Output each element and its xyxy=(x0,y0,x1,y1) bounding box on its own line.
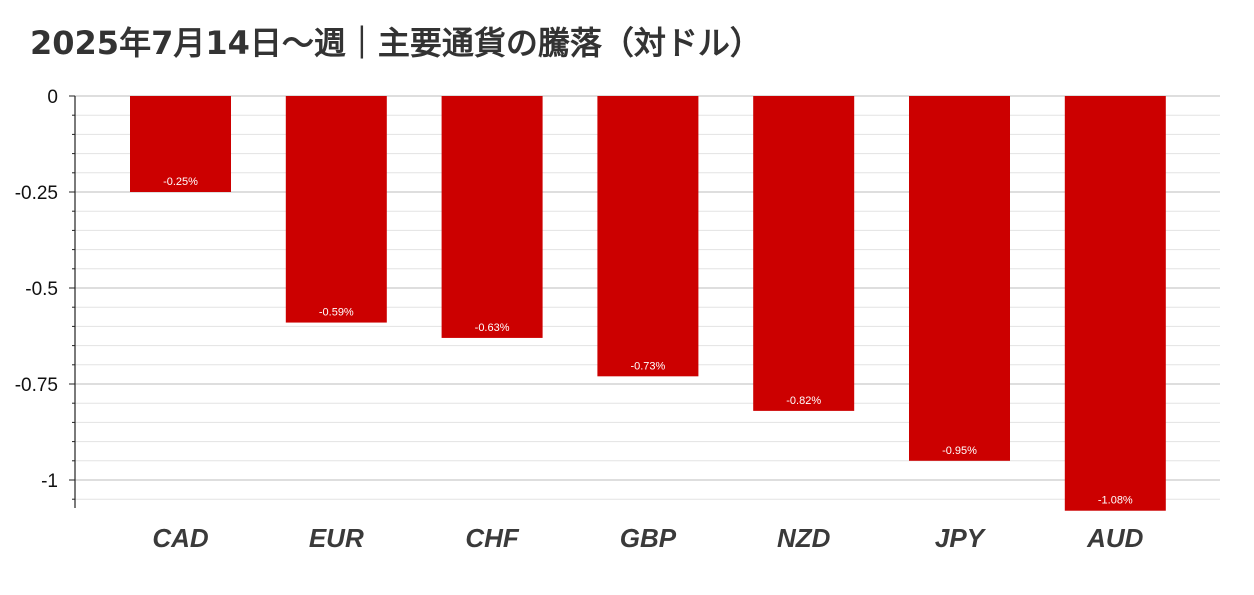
y-tick-label: -0.75 xyxy=(15,375,58,396)
y-tick-label: 0 xyxy=(47,87,58,108)
bar-jpy xyxy=(909,96,1010,461)
data-label-eur: -0.59% xyxy=(319,307,354,319)
x-tick-label-eur: EUR xyxy=(309,523,364,553)
bar-gbp xyxy=(597,96,699,377)
data-label-aud: -1.08% xyxy=(1098,495,1133,507)
x-tick-label-chf: CHF xyxy=(465,523,520,553)
bar-cad xyxy=(130,96,231,192)
x-tick-label-nzd: NZD xyxy=(777,523,831,553)
data-label-chf: -0.63% xyxy=(475,322,510,334)
data-label-jpy: -0.95% xyxy=(942,445,977,457)
bar-aud xyxy=(1064,96,1166,511)
bar-chf xyxy=(441,96,543,338)
y-tick-label: -0.5 xyxy=(25,279,58,300)
data-label-cad: -0.25% xyxy=(163,176,198,188)
chart-title: 2025年7月14日～週｜主要通貨の騰落（対ドル） xyxy=(30,24,762,62)
x-tick-label-aud: AUD xyxy=(1086,523,1144,553)
bar-nzd xyxy=(753,96,855,411)
data-label-nzd: -0.82% xyxy=(786,395,821,407)
bar-eur xyxy=(285,96,387,323)
bars xyxy=(130,96,1166,511)
x-tick-label-jpy: JPY xyxy=(935,523,987,553)
x-axis-labels: CAD EUR CHF GBP NZD JPY AUD xyxy=(152,523,1143,553)
data-labels: -0.25% -0.59% -0.63% -0.73% -0.82% -0.95% -1.0… xyxy=(163,176,1133,507)
y-axis: 0 -0.25 -0.5 -0.75 -1 xyxy=(15,87,76,508)
data-label-gbp: -0.73% xyxy=(630,360,665,372)
y-tick-label: -0.25 xyxy=(15,183,58,204)
x-tick-label-gbp: GBP xyxy=(620,523,677,553)
y-tick-label: -1 xyxy=(41,471,58,492)
x-tick-label-cad: CAD xyxy=(152,523,209,553)
